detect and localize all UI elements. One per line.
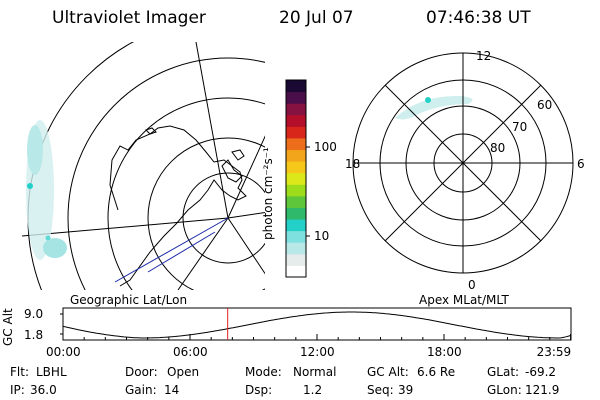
mlt-label-6: 6	[577, 157, 585, 171]
lat-circle	[147, 137, 265, 290]
row2-label-1: Gain:	[125, 383, 157, 397]
lat-circle	[107, 97, 265, 290]
colorbar-segment	[286, 242, 306, 255]
colorbar-segment	[286, 149, 306, 162]
colorbar-segment	[286, 126, 306, 139]
row1-label-1: Door:	[125, 365, 158, 379]
coastline	[221, 159, 243, 183]
coastline	[231, 149, 245, 161]
meridian	[227, 135, 265, 219]
colorbar-tick-100: 100	[314, 140, 337, 154]
ytick-1-8: 1.8	[24, 328, 44, 342]
row2-label-3: Seq:	[367, 383, 394, 397]
colorbar-segment	[286, 265, 306, 278]
mlat-label-60: 60	[537, 98, 553, 112]
timeline-xtick-label: 23:59	[536, 345, 572, 359]
colorbar-segment	[286, 230, 306, 243]
row2-label-4: GLon:	[487, 383, 522, 397]
mlt-label-0: 0	[468, 278, 476, 292]
ytick-9: 9.0	[24, 307, 44, 321]
meridian	[177, 217, 229, 290]
colorbar-segment	[286, 91, 306, 104]
aurora-oval-right	[395, 95, 473, 120]
meridian	[227, 217, 265, 275]
colorbar-segment	[286, 207, 306, 220]
row2-value-0: 36.0	[30, 383, 57, 397]
colorbar-segment	[286, 103, 306, 116]
coastline	[109, 125, 247, 287]
orbit-track	[114, 217, 229, 283]
colorbar-segment	[286, 137, 306, 151]
colorbar-segment	[286, 80, 306, 93]
colorbar-unit-label: photon cm⁻²s⁻¹	[261, 147, 275, 240]
meridian	[22, 217, 229, 237]
time-label: 07:46:38 UT	[426, 8, 531, 28]
colorbar-segment	[286, 114, 306, 127]
orbit-track	[147, 231, 216, 273]
colorbar-tick-10: 10	[314, 229, 330, 243]
timeline-xtick-label: 00:00	[46, 345, 81, 359]
lat-circle	[67, 57, 265, 290]
timeline-ylabel: GC Alt	[1, 308, 15, 346]
date-label: 20 Jul 07	[279, 8, 354, 28]
colorbar-segment	[286, 219, 306, 232]
row1-value-2: Normal	[293, 365, 337, 379]
row1-value-3: 6.6 Re	[417, 365, 456, 379]
colorbar-segment	[286, 161, 306, 174]
mlat-label-70: 70	[512, 120, 528, 134]
colorbar-segment	[286, 195, 306, 208]
lat-circle-outer	[27, 42, 135, 290]
apex-caption: Apex MLat/MLT	[419, 293, 509, 307]
aurora-oval-left	[26, 120, 67, 260]
row1-value-0: LBHL	[36, 365, 67, 379]
row2-value-4: 121.9	[525, 383, 560, 397]
meridian	[227, 211, 265, 219]
geographic-caption: Geographic Lat/Lon	[70, 293, 188, 307]
mlt-label-18: 18	[345, 157, 361, 171]
timeline-xtick-label: 06:00	[173, 345, 208, 359]
row2-label-0: IP:	[10, 383, 25, 397]
timeline-xtick-label: 18:00	[427, 345, 462, 359]
row2-value-1: 14	[164, 383, 180, 397]
apex-polar-plot	[352, 52, 574, 274]
row2-value-3: 39	[398, 383, 414, 397]
lat-circle-inner	[182, 172, 265, 264]
row2-label-2: Dsp:	[245, 383, 273, 397]
coastline	[145, 127, 157, 135]
colorbar-segment	[286, 184, 306, 197]
row1-label-4: GLat:	[487, 365, 520, 379]
row1-label-2: Mode:	[245, 365, 282, 379]
timeline-plot	[60, 307, 572, 341]
colorbar-segment	[286, 172, 306, 185]
row2-value-2: 1.2	[303, 383, 323, 397]
row1-value-1: Open	[167, 365, 200, 379]
row1-value-4: -69.2	[525, 365, 557, 379]
instrument-title: Ultraviolet Imager	[52, 8, 206, 28]
mlt-label-12: 12	[476, 49, 492, 63]
colorbar-segment	[286, 253, 306, 266]
row1-label-3: GC Alt:	[367, 365, 409, 379]
meridian	[195, 42, 229, 219]
row1-label-0: Flt:	[10, 365, 29, 379]
timeline-xtick-label: 12:00	[300, 345, 335, 359]
colorbar	[286, 80, 306, 278]
mlat-label-80: 80	[490, 141, 506, 155]
